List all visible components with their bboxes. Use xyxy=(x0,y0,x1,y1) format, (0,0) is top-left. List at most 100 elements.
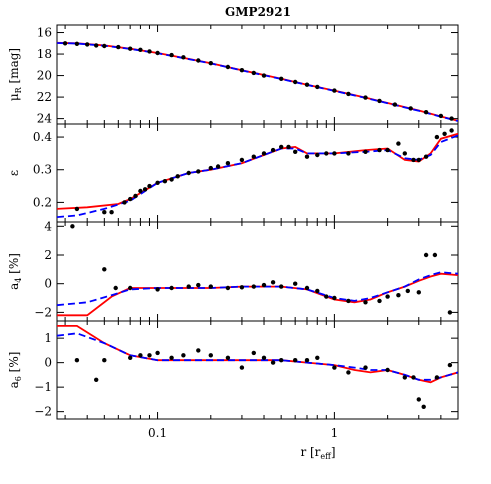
data-point xyxy=(279,358,284,363)
data-point xyxy=(70,224,75,229)
data-point xyxy=(423,110,429,115)
data-point xyxy=(175,174,180,179)
plot-area xyxy=(57,325,458,409)
model-curve-solid xyxy=(57,41,458,122)
data-point xyxy=(304,154,310,159)
data-point xyxy=(449,116,454,121)
data-point xyxy=(74,41,80,46)
data-point xyxy=(102,43,107,49)
y-tick-label: −1 xyxy=(34,380,52,394)
data-point xyxy=(142,187,148,192)
data-point xyxy=(392,102,398,107)
y-tick-label: 0 xyxy=(44,277,52,291)
data-point xyxy=(396,293,401,298)
y-tick-label: 1 xyxy=(44,331,52,345)
y-tick-label: 16 xyxy=(37,26,52,40)
data-point xyxy=(416,157,421,163)
y-tick-label: 2 xyxy=(44,248,52,262)
data-point xyxy=(385,147,390,153)
model-curve-dashed xyxy=(57,271,458,307)
data-point xyxy=(74,358,80,363)
data-point xyxy=(122,200,127,205)
data-point xyxy=(169,177,174,182)
data-point xyxy=(225,161,231,166)
data-point xyxy=(225,64,231,70)
data-point xyxy=(116,44,121,50)
data-point xyxy=(215,164,221,169)
panel-surface-brightness: 16 18 20 22 24 μR [mag] xyxy=(7,24,459,126)
data-point xyxy=(128,196,133,202)
data-point xyxy=(293,358,298,363)
data-point xyxy=(62,41,68,46)
data-point xyxy=(279,76,284,82)
data-point xyxy=(385,367,390,373)
data-point xyxy=(270,147,276,153)
data-point xyxy=(94,377,99,382)
data-point xyxy=(225,285,231,291)
data-point xyxy=(346,298,351,304)
data-point xyxy=(315,288,320,294)
y-tick-label: −2 xyxy=(34,405,52,419)
data-point xyxy=(270,360,276,365)
data-point xyxy=(346,151,351,156)
panel-a6: −2 −1 0 1 a6 [%] xyxy=(7,320,459,420)
data-point xyxy=(377,298,382,304)
data-point xyxy=(181,55,186,60)
data-point xyxy=(169,285,174,291)
y-tick-label: 0.3 xyxy=(33,163,52,177)
data-point xyxy=(434,134,440,140)
y-tick-label: 0.2 xyxy=(33,195,52,209)
data-point xyxy=(332,365,337,370)
x-axis-label-sub: eff xyxy=(320,452,332,461)
data-point xyxy=(411,375,416,380)
data-point xyxy=(416,290,421,295)
data-point xyxy=(113,285,118,291)
y-tick-label: 0 xyxy=(44,356,52,370)
data-point xyxy=(408,106,413,111)
data-point xyxy=(169,355,174,360)
data-point xyxy=(239,68,245,73)
data-point xyxy=(304,358,310,363)
y-tick-label: −2 xyxy=(34,305,52,319)
data-point xyxy=(315,152,320,158)
data-point xyxy=(251,350,256,356)
data-point xyxy=(261,73,267,78)
y-axis-label-sub: R xyxy=(14,86,23,93)
data-point xyxy=(74,206,80,212)
data-point xyxy=(133,193,138,199)
data-point xyxy=(447,310,453,315)
data-point xyxy=(332,88,337,93)
data-point xyxy=(286,144,291,150)
data-point xyxy=(385,294,390,299)
model-curve-dashed xyxy=(57,42,458,122)
figure-title: GMP2921 xyxy=(225,5,291,19)
data-point xyxy=(442,131,447,136)
data-point xyxy=(196,169,201,174)
data-point xyxy=(251,70,256,76)
data-point xyxy=(138,353,143,358)
data-point xyxy=(138,188,143,194)
data-point xyxy=(94,43,99,48)
data-point xyxy=(423,154,429,159)
data-point xyxy=(396,141,401,146)
data-point xyxy=(363,365,368,370)
panel-frame xyxy=(56,123,459,223)
x-axis-label-main: r [r xyxy=(300,445,320,459)
data-point xyxy=(324,151,329,156)
data-point xyxy=(128,46,133,51)
y-axis-label-sub: 4 xyxy=(14,278,23,283)
y-axis-label-sub: 6 xyxy=(14,376,23,381)
data-point xyxy=(315,355,320,360)
data-point xyxy=(279,144,284,150)
y-axis-label-main: μ xyxy=(7,93,21,101)
data-point xyxy=(449,128,454,133)
model-curve-dashed xyxy=(57,134,458,218)
data-point xyxy=(270,280,276,285)
y-axis-label: ε xyxy=(7,170,21,176)
data-point xyxy=(155,350,160,356)
data-point xyxy=(434,375,440,380)
data-point xyxy=(261,282,267,288)
data-point xyxy=(377,98,382,104)
data-point xyxy=(315,84,320,90)
